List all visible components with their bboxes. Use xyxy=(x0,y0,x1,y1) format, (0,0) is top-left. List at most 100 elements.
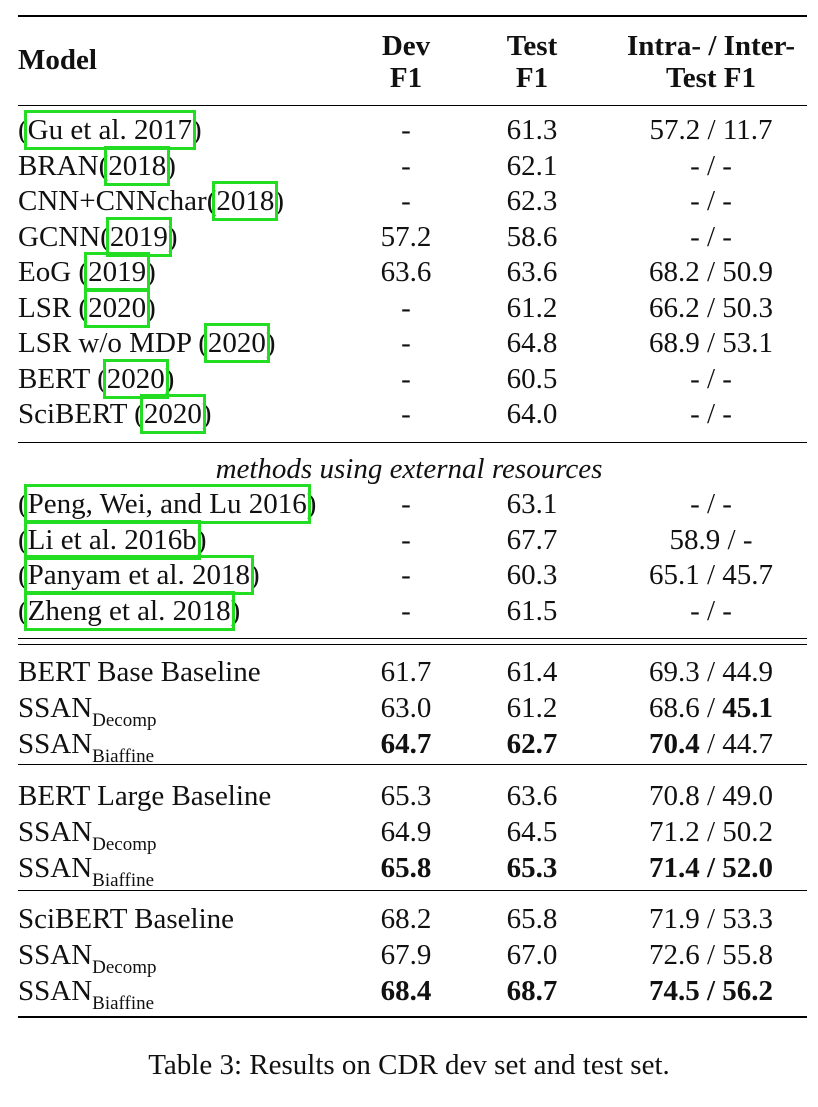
model-suffix: ) xyxy=(166,149,176,182)
dev-f1: 64.9 xyxy=(380,816,432,848)
intra-inter-f1: 68.9 / 53.1 xyxy=(648,327,774,359)
test-f1: 63.6 xyxy=(506,256,558,288)
model-label: BERT Large Baseline xyxy=(18,780,272,812)
table-row: SciBERT (2020) - 64.0 - / - xyxy=(0,394,818,434)
citation: 2020 xyxy=(139,394,206,434)
model-name: (Panyam et al. 2018) xyxy=(18,555,260,595)
model-prefix: BERT ( xyxy=(18,362,107,395)
dev-f1: 63.6 xyxy=(380,256,432,288)
intra-f1: 69.3 xyxy=(648,656,700,688)
intra-f1: 74.5 xyxy=(648,975,700,1007)
test-f1: 62.3 xyxy=(506,185,558,217)
citation: Peng, Wei, and Lu 2016 xyxy=(23,484,311,524)
header-intra-inter: Intra- / Inter- Test F1 xyxy=(627,30,795,94)
header-dev-line1: Dev xyxy=(381,30,431,62)
model-name: BERT Base Baseline xyxy=(18,655,261,689)
intra-inter-f1: - / - xyxy=(690,594,732,627)
test-f1: 60.3 xyxy=(506,559,558,591)
intra-inter-f1: - / - xyxy=(690,362,732,395)
intra-f1: 72.6 xyxy=(648,939,700,971)
model-suffix: ) xyxy=(146,291,156,324)
test-f1: 62.7 xyxy=(506,728,558,760)
table-row: LSR w/o MDP (2020) - 64.8 68.9 / 53.1 xyxy=(0,323,818,363)
dev-f1: 64.7 xyxy=(380,728,432,760)
intra-inter-f1: 68.2 / 50.9 xyxy=(648,256,774,288)
base-group-rule xyxy=(18,764,807,765)
intra-inter-f1: 68.6 / 45.1 xyxy=(649,691,773,725)
test-f1: 63.1 xyxy=(506,488,558,520)
model-suffix: ) xyxy=(265,327,276,359)
separator: / xyxy=(699,656,723,688)
model-name: SciBERT Baseline xyxy=(18,902,234,936)
double-rule-bottom xyxy=(18,644,807,645)
table-row: SSANDecomp 64.9 64.5 71.2 / 50.2 xyxy=(0,815,818,855)
separator: / xyxy=(699,780,723,812)
table-row: SciBERT Baseline 68.2 65.8 71.9 / 53.3 xyxy=(0,902,818,936)
test-f1: 61.2 xyxy=(506,692,558,724)
model-name: BERT Large Baseline xyxy=(18,779,271,813)
header-dev-line2: F1 xyxy=(389,62,423,94)
model-name: SSANBiaffine xyxy=(18,727,154,767)
separator: / xyxy=(699,852,723,884)
citation: 2020 xyxy=(102,358,169,399)
separator: / xyxy=(699,939,723,971)
header-rule xyxy=(18,105,807,106)
model-suffix: ) xyxy=(164,362,175,395)
intra-inter-f1: 71.9 / 53.3 xyxy=(649,902,773,936)
model-label: SSAN xyxy=(18,728,93,760)
table-row: (Zheng et al. 2018) - 61.5 - / - xyxy=(0,590,818,631)
model-name: BRAN(2018) xyxy=(18,145,176,186)
citation: 2018 xyxy=(212,181,279,221)
table-row: BRAN(2018) - 62.1 - / - xyxy=(0,145,818,186)
test-f1: 67.7 xyxy=(506,523,558,556)
dev-f1: 61.7 xyxy=(380,656,432,688)
inter-f1: 45.1 xyxy=(722,692,774,724)
model-suffix: ) xyxy=(196,523,207,556)
intra-inter-f1: - / - xyxy=(690,185,732,217)
inter-f1: 56.2 xyxy=(722,975,774,1007)
table-row: SSANDecomp 67.9 67.0 72.6 / 55.8 xyxy=(0,938,818,978)
model-name: SSANDecomp xyxy=(18,938,157,978)
model-label: SSAN xyxy=(18,816,93,848)
model-name: CNN+CNNchar(2018) xyxy=(18,181,285,221)
citation: 2019 xyxy=(105,216,172,257)
dev-f1: - xyxy=(401,291,411,324)
model-name: SciBERT (2020) xyxy=(18,394,212,434)
model-prefix: LSR ( xyxy=(18,291,89,324)
dev-f1: 68.4 xyxy=(380,975,432,1007)
model-label: SSAN xyxy=(18,692,93,724)
dev-f1: - xyxy=(401,398,411,430)
model-name: LSR w/o MDP (2020) xyxy=(18,323,276,363)
table-row: SSANDecomp 63.0 61.2 68.6 / 45.1 xyxy=(0,691,818,731)
intra-inter-f1: 71.4 / 52.0 xyxy=(649,851,773,885)
test-f1: 67.0 xyxy=(506,939,558,971)
citation: 2020 xyxy=(203,323,270,363)
table-caption: Table 3: Results on CDR dev set and test… xyxy=(148,1049,670,1081)
model-suffix: ) xyxy=(274,185,285,217)
group1-rule xyxy=(18,442,807,443)
intra-f1: 71.2 xyxy=(648,816,700,848)
table-row: BERT Base Baseline 61.7 61.4 69.3 / 44.9 xyxy=(0,655,818,689)
intra-inter-f1: - / - xyxy=(690,149,732,182)
model-prefix: ( xyxy=(18,523,28,556)
model-subscript: Decomp xyxy=(92,710,157,731)
model-prefix: EoG ( xyxy=(18,256,89,288)
table-row: SSANBiaffine 64.7 62.7 70.4 / 44.7 xyxy=(0,727,818,767)
test-f1: 65.8 xyxy=(506,903,558,935)
inter-f1: 44.9 xyxy=(722,656,774,688)
dev-f1: - xyxy=(401,594,411,627)
test-f1: 62.1 xyxy=(506,149,558,182)
header-dev: Dev F1 xyxy=(382,30,430,94)
model-prefix: ( xyxy=(18,114,28,146)
table-row: (Panyam et al. 2018) - 60.3 65.1 / 45.7 xyxy=(0,555,818,595)
dev-f1: 65.3 xyxy=(380,780,432,812)
test-f1: 64.5 xyxy=(506,816,558,848)
table-row: (Peng, Wei, and Lu 2016) - 63.1 - / - xyxy=(0,484,818,524)
separator: / xyxy=(699,903,723,935)
bottom-rule xyxy=(18,1016,807,1018)
model-label: SciBERT Baseline xyxy=(18,903,235,935)
large-group-rule xyxy=(18,890,807,891)
header-it-line1: Intra- / Inter- xyxy=(626,30,796,62)
intra-f1: 70.8 xyxy=(648,780,700,812)
